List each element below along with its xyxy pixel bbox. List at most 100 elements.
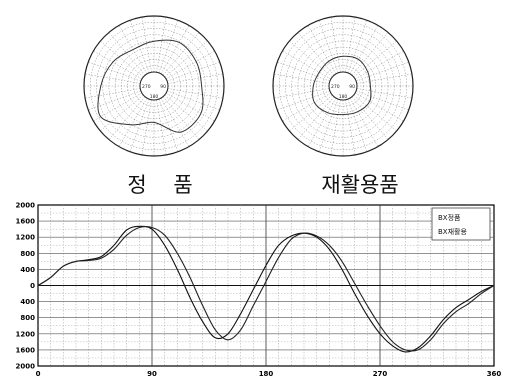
polar-spoke bbox=[108, 32, 146, 76]
polar-spoke bbox=[108, 96, 146, 140]
x-tick-label: 0 bbox=[36, 370, 41, 378]
polar-spoke bbox=[307, 98, 337, 147]
polar-spoke bbox=[297, 96, 335, 140]
polar-spoke bbox=[100, 94, 144, 132]
polar-spoke bbox=[88, 61, 141, 82]
polar-spoke bbox=[351, 32, 389, 76]
polar-spoke bbox=[353, 94, 397, 132]
polar-spoke bbox=[355, 92, 404, 122]
polar-spoke bbox=[297, 32, 335, 76]
x-tick-label: 360 bbox=[487, 370, 502, 378]
chart-grid bbox=[37, 204, 495, 367]
polar-plot-recycled: 270 90 180 bbox=[272, 15, 414, 157]
polar-spoke bbox=[353, 40, 397, 78]
polar-spoke bbox=[356, 61, 409, 82]
polar-spoke bbox=[166, 50, 215, 80]
line-chart: 2000 1600 1200 800 400 0 400 800 1200 1600 2000 0 9… bbox=[16, 202, 502, 378]
legend-entry: BX재활용 bbox=[438, 227, 467, 236]
polar-spoke bbox=[162, 96, 200, 140]
polar-spoke bbox=[164, 94, 208, 132]
polar-spoke bbox=[88, 90, 141, 111]
polar-spoke bbox=[129, 99, 150, 152]
polar-plot-genuine: 270 90 180 bbox=[83, 15, 225, 157]
y-axis-ticks: 2000 1600 1200 800 400 0 400 800 1200 1600 2000 bbox=[16, 202, 36, 371]
polar-spoke bbox=[167, 61, 220, 82]
polar-spoke bbox=[330, 17, 341, 73]
legend-box bbox=[431, 207, 491, 241]
polar-spoke bbox=[351, 96, 389, 140]
polar-spoke bbox=[167, 73, 223, 84]
series-line-1 bbox=[37, 225, 495, 353]
polar-spoke bbox=[289, 40, 333, 78]
y-tick-label: 2000 bbox=[16, 363, 36, 371]
polar-spoke bbox=[166, 92, 215, 122]
y-tick-label: 800 bbox=[20, 314, 35, 322]
polar-spoke bbox=[93, 50, 142, 80]
polar-angle-label: 90 bbox=[160, 84, 166, 90]
polar-spoke bbox=[318, 99, 339, 152]
caption-genuine: 정 품 bbox=[127, 173, 192, 197]
polar-trace bbox=[312, 55, 372, 116]
y-tick-label: 1200 bbox=[16, 234, 36, 242]
polar-spoke bbox=[158, 99, 179, 152]
polar-spoke bbox=[307, 25, 337, 74]
polar-spoke bbox=[156, 17, 167, 73]
polar-hub bbox=[328, 71, 358, 101]
polar-spoke bbox=[274, 88, 330, 99]
polar-spoke bbox=[347, 20, 368, 73]
x-tick-label: 270 bbox=[373, 370, 388, 378]
x-axis-ticks: 0 90 180 270 360 bbox=[36, 370, 502, 378]
polar-spoke bbox=[93, 92, 142, 122]
polar-spoke bbox=[345, 17, 356, 73]
polar-spoke bbox=[349, 25, 379, 74]
polar-spoke bbox=[160, 98, 190, 147]
polar-spoke bbox=[85, 73, 141, 84]
polar-spoke bbox=[347, 99, 368, 152]
polar-spoke bbox=[160, 25, 190, 74]
y-tick-label: 1200 bbox=[16, 330, 36, 338]
polar-spoke bbox=[318, 20, 339, 73]
polar-spoke bbox=[356, 73, 412, 84]
polar-ring bbox=[285, 28, 401, 144]
polar-spoke bbox=[330, 99, 341, 155]
polar-spoke bbox=[274, 73, 330, 84]
polar-spoke bbox=[162, 32, 200, 76]
polar-ring bbox=[278, 21, 408, 151]
polar-spoke bbox=[118, 98, 148, 147]
caption-recycled: 재활용품 bbox=[321, 173, 398, 197]
polar-angle-label: 180 bbox=[339, 94, 348, 100]
polar-spoke bbox=[282, 50, 331, 80]
polar-spoke bbox=[100, 40, 144, 78]
polar-angle-label: 270 bbox=[142, 84, 151, 90]
polar-spoke bbox=[164, 40, 208, 78]
series-line-2 bbox=[37, 226, 495, 352]
series-group bbox=[37, 225, 495, 353]
polar-spoke bbox=[355, 50, 404, 80]
polar-spoke bbox=[167, 90, 220, 111]
polar-spoke bbox=[356, 90, 409, 111]
x-tick-label: 180 bbox=[259, 370, 274, 378]
polar-spoke bbox=[345, 99, 356, 155]
y-tick-label: 0 bbox=[30, 282, 35, 290]
x-tick-label: 90 bbox=[147, 370, 157, 378]
y-tick-label: 2000 bbox=[16, 202, 36, 210]
y-tick-label: 400 bbox=[20, 266, 35, 274]
polar-ring bbox=[96, 28, 212, 144]
legend-entry: BX정품 bbox=[438, 213, 461, 222]
legend: BX정품 BX재활용 bbox=[431, 207, 491, 241]
polar-hub bbox=[139, 71, 169, 101]
y-tick-label: 1600 bbox=[16, 218, 36, 226]
polar-spoke bbox=[167, 88, 223, 99]
polar-spoke bbox=[282, 92, 331, 122]
polar-angle-label: 270 bbox=[331, 84, 340, 90]
y-tick-label: 400 bbox=[20, 298, 35, 306]
polar-spoke bbox=[158, 20, 179, 73]
polar-spoke bbox=[141, 17, 152, 73]
polar-angle-label: 180 bbox=[150, 94, 159, 100]
polar-spoke bbox=[85, 88, 141, 99]
polar-spoke bbox=[349, 98, 379, 147]
y-tick-label: 1600 bbox=[16, 346, 36, 354]
polar-angle-label: 90 bbox=[349, 84, 355, 90]
polar-spoke bbox=[277, 61, 330, 82]
